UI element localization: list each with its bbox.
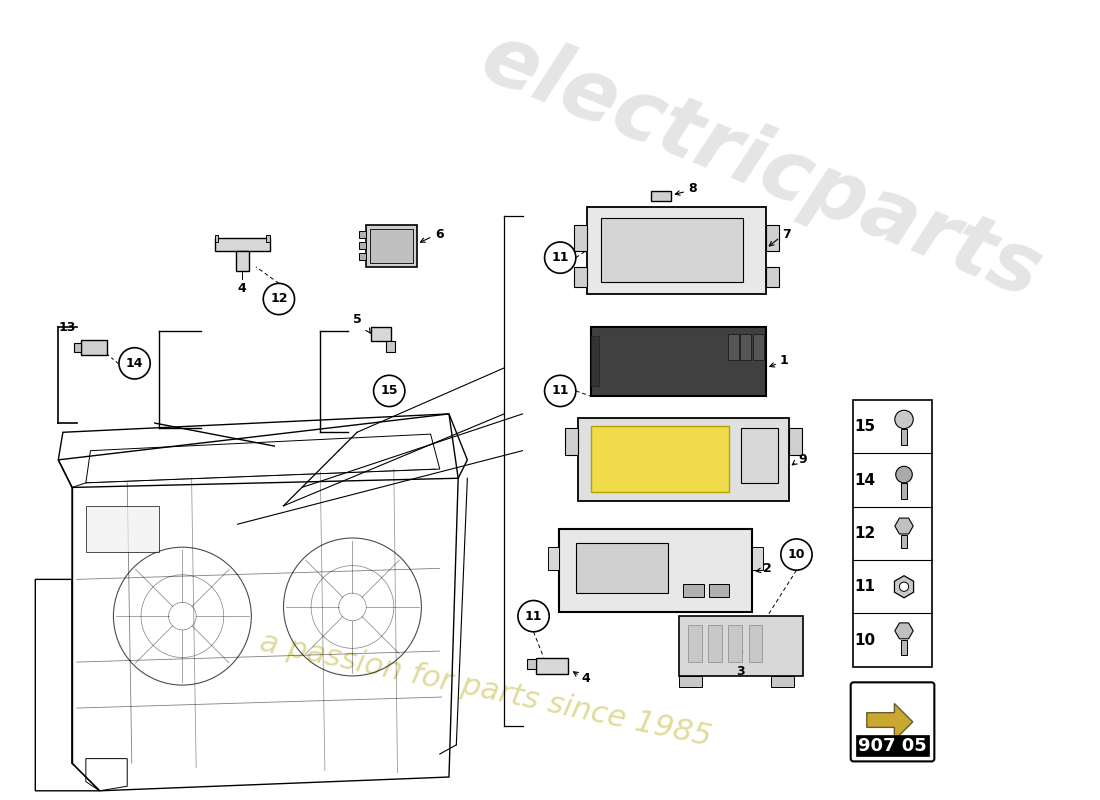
Text: a passion for parts since 1985: a passion for parts since 1985: [257, 627, 714, 752]
FancyBboxPatch shape: [527, 659, 537, 669]
FancyBboxPatch shape: [359, 253, 366, 260]
FancyBboxPatch shape: [856, 734, 928, 756]
FancyBboxPatch shape: [728, 626, 743, 662]
FancyBboxPatch shape: [592, 336, 598, 386]
FancyBboxPatch shape: [854, 400, 932, 666]
Text: 4: 4: [581, 672, 590, 685]
FancyBboxPatch shape: [214, 238, 270, 251]
FancyBboxPatch shape: [901, 535, 906, 548]
Text: 7: 7: [782, 228, 791, 241]
FancyBboxPatch shape: [901, 429, 906, 445]
FancyBboxPatch shape: [741, 428, 778, 483]
Text: 10: 10: [854, 633, 874, 647]
Polygon shape: [894, 518, 913, 534]
FancyBboxPatch shape: [901, 640, 906, 654]
FancyBboxPatch shape: [601, 218, 744, 282]
Circle shape: [894, 410, 913, 429]
FancyBboxPatch shape: [688, 626, 702, 662]
FancyBboxPatch shape: [359, 242, 366, 250]
FancyBboxPatch shape: [679, 616, 803, 676]
FancyBboxPatch shape: [574, 267, 587, 287]
FancyBboxPatch shape: [766, 267, 779, 287]
Polygon shape: [894, 623, 913, 639]
Text: 12: 12: [271, 293, 288, 306]
FancyBboxPatch shape: [359, 231, 366, 238]
Text: electricparts: electricparts: [470, 17, 1053, 315]
Text: 14: 14: [125, 357, 143, 370]
FancyBboxPatch shape: [771, 676, 794, 687]
Circle shape: [900, 582, 909, 591]
Text: 9: 9: [799, 454, 807, 466]
Text: 5: 5: [353, 313, 362, 326]
FancyBboxPatch shape: [683, 584, 704, 597]
Text: 15: 15: [854, 419, 874, 434]
FancyBboxPatch shape: [789, 428, 802, 455]
FancyBboxPatch shape: [710, 584, 729, 597]
FancyBboxPatch shape: [559, 529, 752, 611]
Text: 11: 11: [551, 251, 569, 264]
Text: 15: 15: [381, 385, 398, 398]
FancyBboxPatch shape: [574, 226, 587, 251]
FancyBboxPatch shape: [266, 234, 270, 242]
FancyBboxPatch shape: [74, 343, 81, 352]
FancyBboxPatch shape: [901, 483, 906, 499]
Circle shape: [895, 466, 912, 483]
Polygon shape: [867, 703, 913, 740]
FancyBboxPatch shape: [578, 418, 789, 502]
Text: 11: 11: [854, 579, 874, 594]
FancyBboxPatch shape: [370, 229, 414, 263]
Text: 3: 3: [736, 665, 745, 678]
FancyBboxPatch shape: [548, 547, 559, 570]
FancyBboxPatch shape: [766, 226, 779, 251]
FancyBboxPatch shape: [537, 658, 569, 674]
FancyBboxPatch shape: [754, 334, 764, 360]
Text: 6: 6: [436, 228, 443, 241]
Text: 907 05: 907 05: [858, 737, 927, 754]
FancyBboxPatch shape: [366, 226, 417, 267]
Text: 2: 2: [763, 562, 772, 575]
FancyBboxPatch shape: [749, 626, 762, 662]
FancyBboxPatch shape: [651, 191, 671, 201]
Text: 12: 12: [854, 526, 876, 541]
FancyBboxPatch shape: [587, 207, 766, 294]
FancyBboxPatch shape: [575, 542, 668, 593]
Text: 13: 13: [58, 321, 76, 334]
FancyBboxPatch shape: [592, 426, 729, 492]
FancyBboxPatch shape: [214, 234, 218, 242]
FancyBboxPatch shape: [235, 251, 249, 271]
FancyBboxPatch shape: [564, 428, 578, 455]
FancyBboxPatch shape: [679, 676, 702, 687]
FancyBboxPatch shape: [708, 626, 722, 662]
Text: 11: 11: [525, 610, 542, 622]
FancyBboxPatch shape: [850, 682, 934, 762]
Polygon shape: [894, 576, 914, 598]
FancyBboxPatch shape: [752, 547, 763, 570]
FancyBboxPatch shape: [727, 334, 738, 360]
FancyBboxPatch shape: [385, 342, 395, 352]
Text: 14: 14: [854, 473, 874, 487]
Text: 4: 4: [238, 282, 246, 295]
FancyBboxPatch shape: [740, 334, 751, 360]
Text: 1: 1: [780, 354, 789, 367]
FancyBboxPatch shape: [592, 326, 766, 395]
Text: 10: 10: [788, 548, 805, 561]
Text: 8: 8: [688, 182, 696, 195]
FancyBboxPatch shape: [81, 340, 107, 355]
FancyBboxPatch shape: [371, 326, 392, 342]
Text: 11: 11: [551, 385, 569, 398]
FancyBboxPatch shape: [86, 506, 160, 552]
